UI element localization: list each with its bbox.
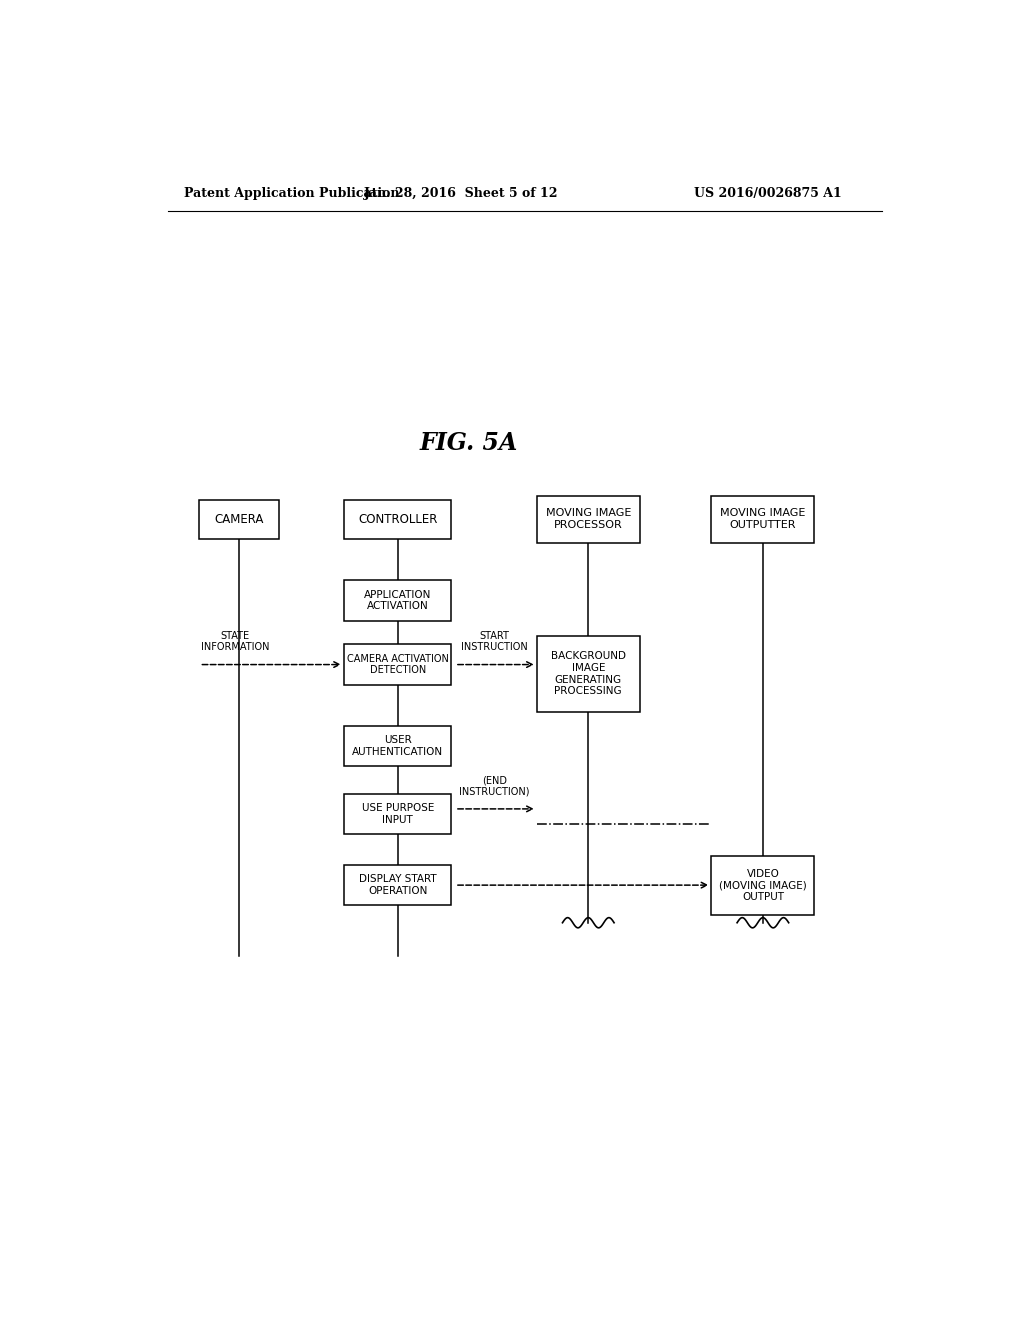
FancyBboxPatch shape <box>344 500 452 539</box>
FancyBboxPatch shape <box>712 496 814 543</box>
Text: (END
INSTRUCTION): (END INSTRUCTION) <box>460 775 529 797</box>
Text: USER
AUTHENTICATION: USER AUTHENTICATION <box>352 735 443 756</box>
Text: BACKGROUND
IMAGE
GENERATING
PROCESSING: BACKGROUND IMAGE GENERATING PROCESSING <box>551 651 626 696</box>
Text: MOVING IMAGE
PROCESSOR: MOVING IMAGE PROCESSOR <box>546 508 631 531</box>
Text: STATE
INFORMATION: STATE INFORMATION <box>201 631 269 652</box>
FancyBboxPatch shape <box>344 726 452 766</box>
Text: US 2016/0026875 A1: US 2016/0026875 A1 <box>694 187 842 201</box>
FancyBboxPatch shape <box>344 865 452 906</box>
FancyBboxPatch shape <box>537 636 640 711</box>
FancyBboxPatch shape <box>200 500 279 539</box>
FancyBboxPatch shape <box>537 496 640 543</box>
Text: CONTROLLER: CONTROLLER <box>358 512 437 525</box>
FancyBboxPatch shape <box>344 581 452 620</box>
Text: CAMERA: CAMERA <box>214 512 264 525</box>
FancyBboxPatch shape <box>344 793 452 834</box>
Text: FIG. 5A: FIG. 5A <box>420 432 518 455</box>
FancyBboxPatch shape <box>712 855 814 915</box>
Text: DISPLAY START
OPERATION: DISPLAY START OPERATION <box>359 874 436 896</box>
Text: CAMERA ACTIVATION
DETECTION: CAMERA ACTIVATION DETECTION <box>347 653 449 676</box>
Text: MOVING IMAGE
OUTPUTTER: MOVING IMAGE OUTPUTTER <box>720 508 806 531</box>
Text: Jan. 28, 2016  Sheet 5 of 12: Jan. 28, 2016 Sheet 5 of 12 <box>365 187 558 201</box>
Text: USE PURPOSE
INPUT: USE PURPOSE INPUT <box>361 803 434 825</box>
Text: Patent Application Publication: Patent Application Publication <box>183 187 399 201</box>
Text: APPLICATION
ACTIVATION: APPLICATION ACTIVATION <box>365 590 431 611</box>
Text: START
INSTRUCTION: START INSTRUCTION <box>461 631 528 652</box>
Text: VIDEO
(MOVING IMAGE)
OUTPUT: VIDEO (MOVING IMAGE) OUTPUT <box>719 869 807 902</box>
FancyBboxPatch shape <box>344 644 452 685</box>
